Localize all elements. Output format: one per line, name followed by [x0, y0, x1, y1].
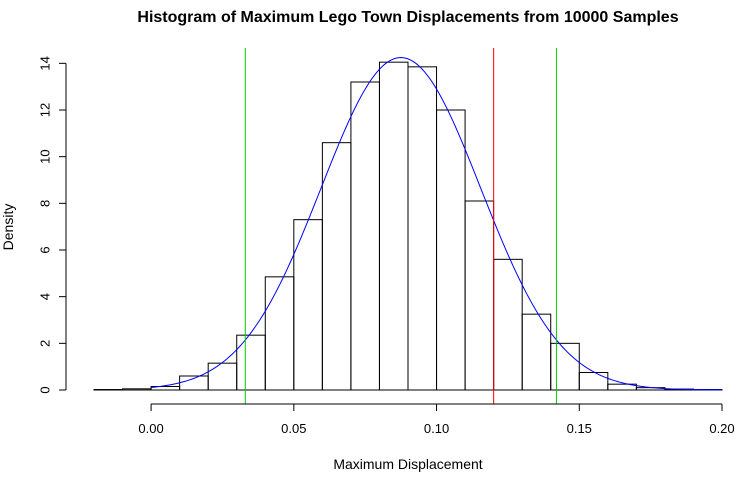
histogram-bar	[578, 372, 609, 391]
histogram-bar	[464, 200, 495, 391]
reference-lines	[244, 48, 557, 404]
x-tick-label: 0.00	[138, 421, 163, 436]
histogram-bar	[493, 258, 523, 391]
histogram-bars	[93, 61, 723, 391]
histogram-bar	[236, 334, 266, 391]
y-tick-label: 14	[38, 56, 53, 70]
y-tick-label: 12	[38, 103, 53, 117]
chart-title: Histogram of Maximum Lego Town Displacem…	[137, 9, 678, 26]
histogram-bar	[407, 66, 438, 391]
y-tick-label: 10	[38, 149, 53, 163]
x-tick-label: 0.05	[281, 421, 306, 436]
x-tick-label: 0.20	[709, 421, 734, 436]
y-tick-label: 8	[38, 200, 53, 207]
histogram-bar	[321, 142, 352, 391]
histogram-bar	[550, 342, 580, 391]
histogram-bar	[607, 383, 637, 391]
y-tick-label: 4	[38, 293, 53, 300]
y-axis-label: Density	[0, 204, 16, 251]
histogram-bar	[264, 276, 295, 391]
x-axis: 0.00 0.05 0.10 0.15 0.20	[138, 403, 735, 436]
histogram-bar	[122, 388, 152, 391]
x-tick-label: 0.10	[424, 421, 449, 436]
y-tick-label: 2	[38, 340, 53, 347]
normal-density-curve	[151, 57, 723, 391]
histogram-bar	[207, 362, 238, 391]
y-axis: 0 2 4 6 8 10 12 14	[38, 56, 67, 394]
y-tick-label: 0	[38, 386, 53, 393]
x-axis-label: Maximum Displacement	[333, 456, 482, 472]
x-tick-label: 0.15	[567, 421, 592, 436]
histogram-bar	[350, 81, 380, 391]
histogram-bar	[436, 109, 466, 391]
histogram-bar	[378, 61, 409, 391]
y-tick-label: 6	[38, 246, 53, 253]
histogram-bar	[521, 313, 552, 391]
